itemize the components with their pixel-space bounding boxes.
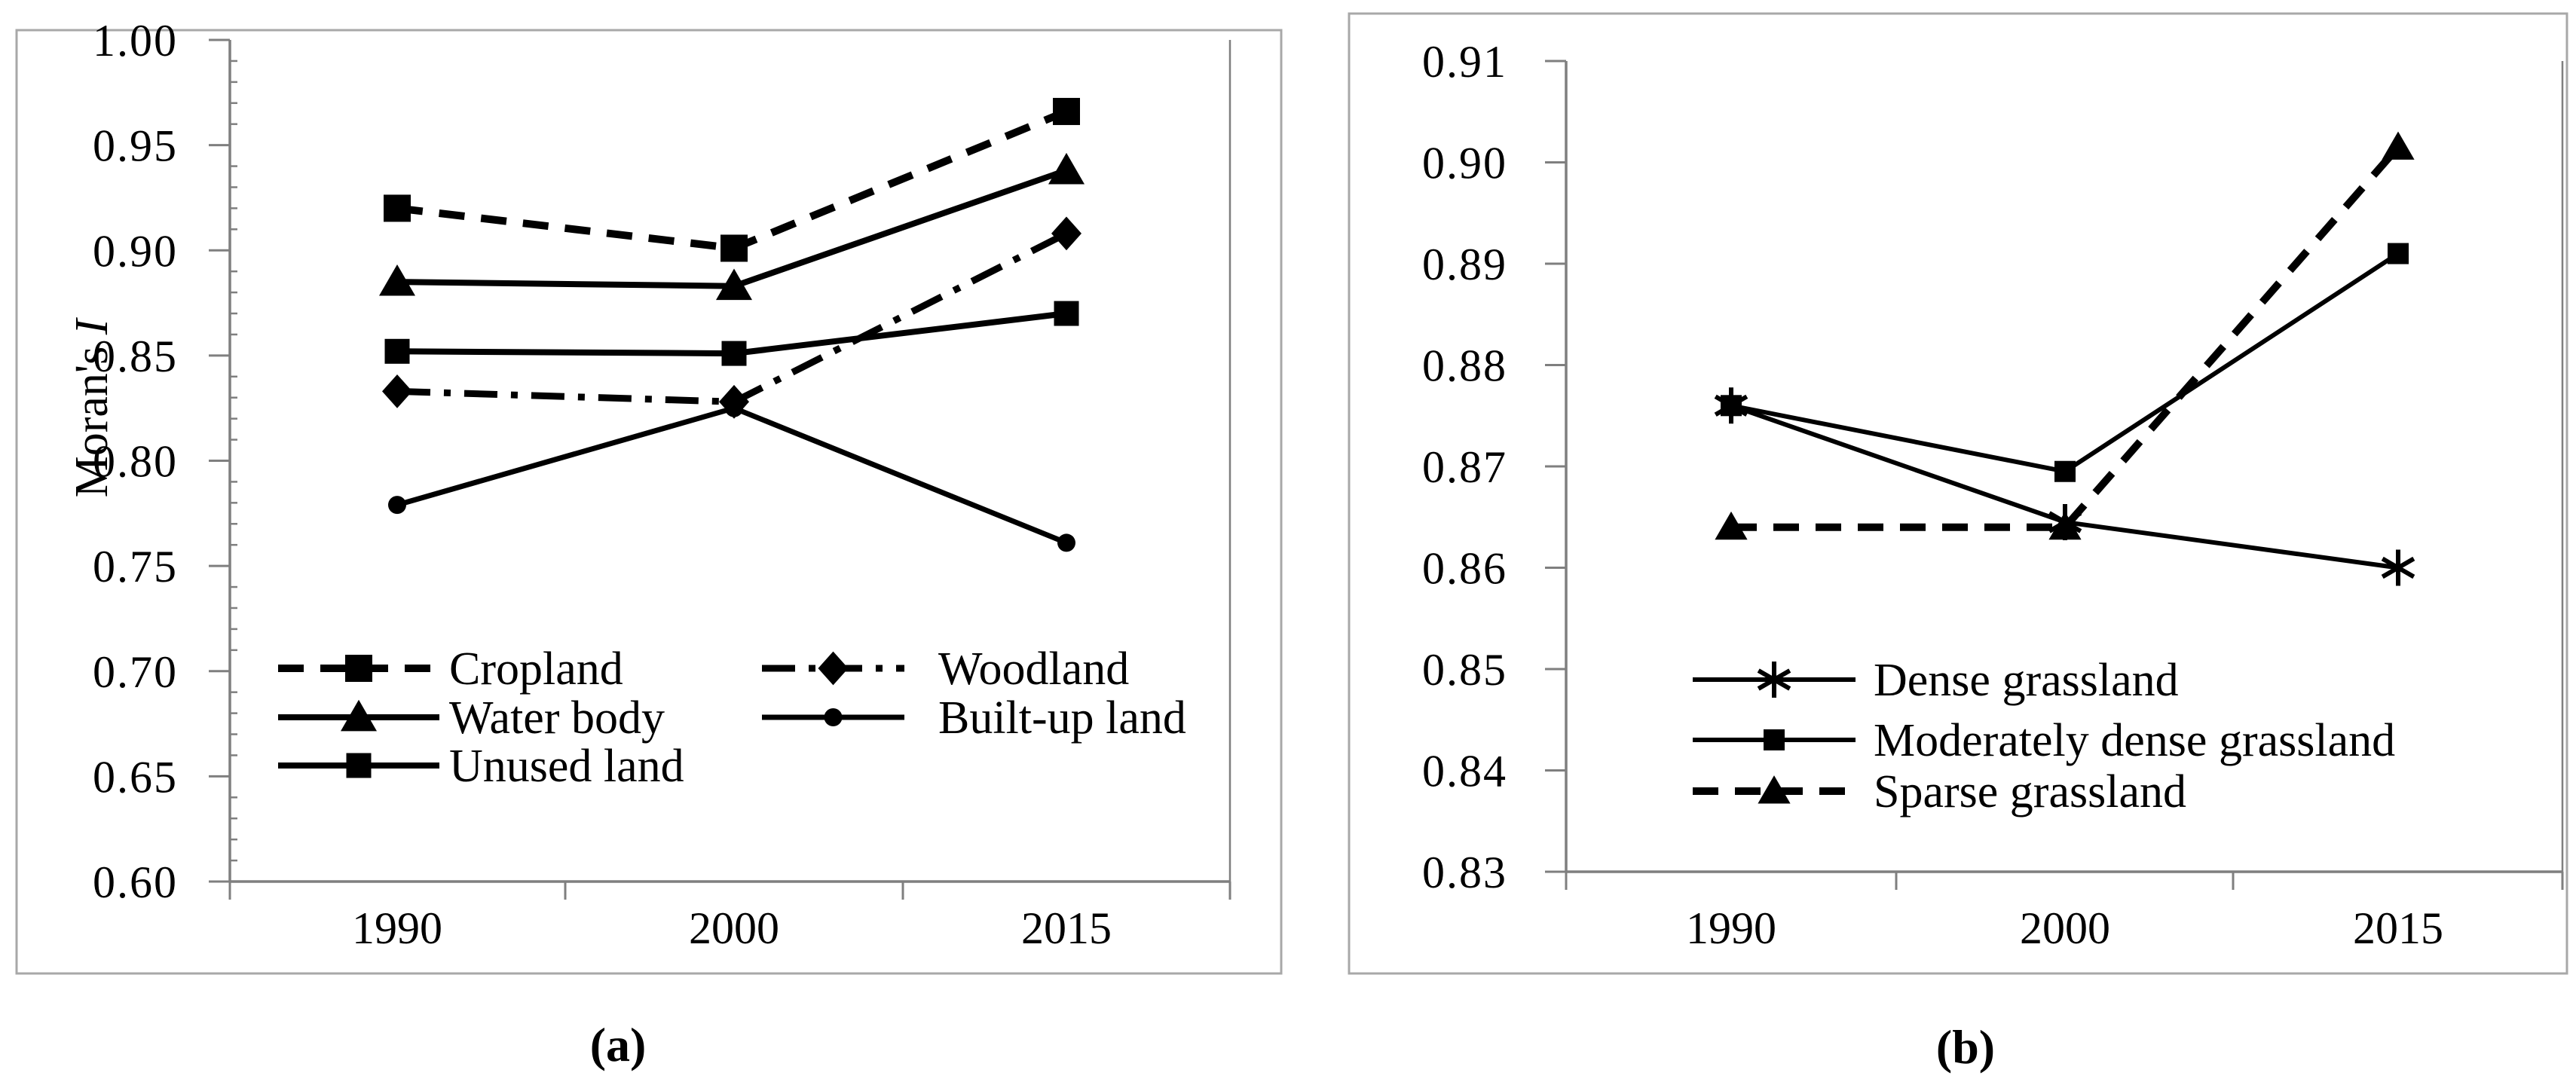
panel-a-series-line-built-up-land xyxy=(396,405,1068,546)
panel-b-y-tick-label: 0.90 xyxy=(1422,139,1507,188)
legend-marker-triangle xyxy=(1758,775,1791,804)
legend-label: Cropland xyxy=(449,643,623,695)
panel-b-x-tick-label: 2000 xyxy=(2020,903,2110,953)
legend-label: Dense grassland xyxy=(1874,655,2179,706)
panel-a-marker-built-up-land xyxy=(388,496,406,515)
panel-a-marker-built-up-land xyxy=(1057,533,1075,552)
panel-a-marker-water-body xyxy=(379,264,415,296)
y-axis-title-text: Moran's xyxy=(66,346,118,498)
panel-b-border xyxy=(1348,12,2568,975)
panel-a-y-tick-label: 0.85 xyxy=(93,332,178,381)
legend-label: Water body xyxy=(449,692,665,744)
panel-a-marker-water-body xyxy=(1048,152,1085,185)
panel-a-caption: (a) xyxy=(589,1018,647,1071)
panel-a-y-tick-label: 0.65 xyxy=(93,752,178,802)
legend-label: Moderately dense grassland xyxy=(1874,715,2395,766)
panel-b-marker-sparse-grassland xyxy=(1715,511,1748,540)
panel-a-marker-water-body xyxy=(716,268,752,301)
panel-b-marker-sparse-grassland xyxy=(2382,131,2415,160)
panel-a-series-line-cropland xyxy=(396,108,1068,252)
panel-b-series-line-dense-grassland xyxy=(1730,403,2399,570)
legend-label: Unused land xyxy=(449,741,684,792)
y-axis-title-italic-i: I xyxy=(66,319,118,335)
panel-a-y-tick-label: 0.90 xyxy=(93,226,178,276)
panel-a-series-line-water-body xyxy=(396,167,1068,289)
panel-b-marker-sparse-grassland xyxy=(2048,511,2082,540)
panel-b-y-tick-label: 0.89 xyxy=(1422,240,1507,289)
panel-a-marker-unused-land xyxy=(721,341,747,366)
panel-a-marker-cropland xyxy=(384,194,411,222)
panel-a-marker-cropland xyxy=(1053,97,1080,125)
panel-b-y-tick-label: 0.85 xyxy=(1422,645,1507,695)
panel-a-marker-cropland xyxy=(720,234,748,262)
panel-b-y-tick-label: 0.88 xyxy=(1422,341,1507,391)
panel-a-marker-built-up-land xyxy=(725,399,743,417)
panel-a-y-tick-label: 0.75 xyxy=(93,542,178,591)
legend-marker-square xyxy=(1764,729,1785,750)
legend-label: Woodland xyxy=(938,643,1129,695)
panel-a-y-tick-label: 0.95 xyxy=(93,121,178,171)
panel-a-x-tick-label: 2015 xyxy=(1021,903,1112,953)
panel-b-y-tick-label: 0.91 xyxy=(1422,37,1507,87)
panel-a-y-tick-label: 1.00 xyxy=(93,16,178,66)
panel-a-x-tick-label: 2000 xyxy=(689,903,779,953)
panel-b-y-tick-label: 0.84 xyxy=(1422,747,1507,796)
panel-b-caption: (b) xyxy=(1935,1020,1996,1074)
panel-a-marker-unused-land xyxy=(1054,301,1079,326)
panel-a-marker-woodland xyxy=(382,374,412,408)
panel-a-marker-unused-land xyxy=(384,338,410,364)
panel-a-y-tick-label: 0.60 xyxy=(93,857,178,907)
legend-label: Sparse grassland xyxy=(1874,766,2186,817)
y-axis-title: Moran's I xyxy=(66,319,118,498)
panel-a-marker-woodland xyxy=(1051,216,1081,251)
panel-b-marker-dense-grassland xyxy=(2381,556,2415,579)
panel-b-y-tick-label: 0.86 xyxy=(1422,544,1507,594)
legend-marker-diamond xyxy=(818,651,849,686)
panel-b-x-tick-label: 2015 xyxy=(2353,903,2443,953)
panel-a-y-tick-label: 0.80 xyxy=(93,437,178,487)
panel-b-marker-moderately-dense-grassland xyxy=(1721,395,1742,417)
legend-marker-asterisk xyxy=(1757,668,1791,691)
legend-marker-circle xyxy=(824,708,843,726)
panel-a-x-tick-label: 1990 xyxy=(352,903,442,953)
legend-label: Built-up land xyxy=(938,692,1186,744)
panel-b-marker-moderately-dense-grassland xyxy=(2054,460,2076,482)
panel-a-y-tick-label: 0.70 xyxy=(93,647,178,697)
legend-marker-square xyxy=(345,655,372,682)
panel-a-border xyxy=(15,29,1283,975)
panel-b-y-tick-label: 0.83 xyxy=(1422,848,1507,897)
panel-b-x-tick-label: 1990 xyxy=(1686,903,1776,953)
legend-marker-square xyxy=(346,753,372,778)
panel-b-y-tick-label: 0.87 xyxy=(1422,442,1507,492)
legend-marker-triangle xyxy=(341,699,377,732)
panel-b-marker-moderately-dense-grassland xyxy=(2388,243,2409,264)
